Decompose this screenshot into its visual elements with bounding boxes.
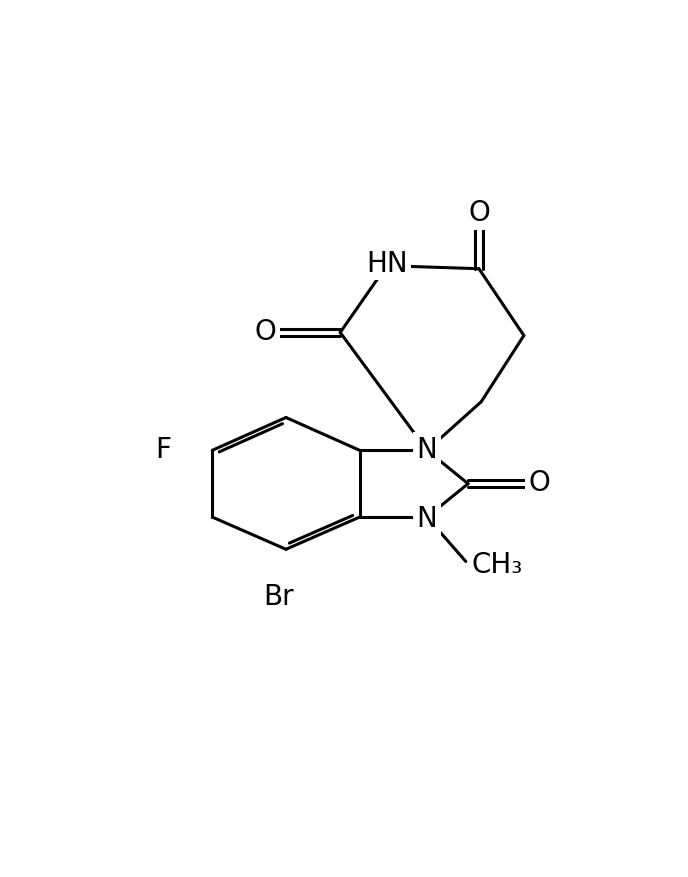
Text: N: N: [417, 436, 438, 464]
Text: O: O: [255, 317, 277, 346]
Text: Br: Br: [263, 582, 294, 610]
Text: CH₃: CH₃: [471, 551, 522, 579]
Text: HN: HN: [366, 249, 407, 277]
Text: N: N: [417, 505, 438, 532]
Text: F: F: [155, 436, 171, 464]
Text: O: O: [468, 199, 490, 227]
Text: O: O: [528, 469, 550, 497]
